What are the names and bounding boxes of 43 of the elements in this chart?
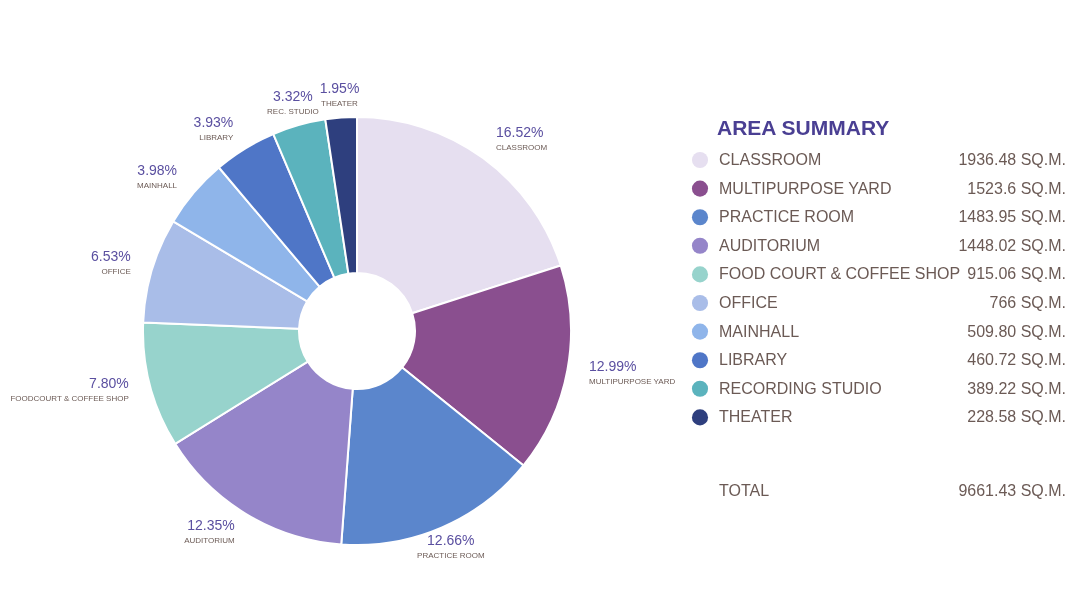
data-label: 1936.48 SQ.M. [958,151,1066,168]
text: LIBRARY [199,133,234,142]
data-label: 460.72 SQ.M. [967,351,1066,369]
text: THEATER [321,98,359,108]
data-label: 228.58 SQ.M. [967,408,1066,426]
data-label: 915.06 SQ.M. [967,265,1066,283]
text: 3.98% [137,162,178,179]
data-label: 509.80 SQ.M. [967,322,1066,340]
text: 12.35% [187,516,235,533]
data-label: 389.22 SQ.M. [967,379,1066,397]
data-label: 1448.02 SQ.M. [958,236,1066,254]
text: CLASSROOM [495,143,548,153]
text: 3.93% [193,114,234,130]
legend-label: OFFICE [719,294,778,311]
legend-label: AUDITORIUM [719,236,821,254]
text: 6.53% [91,247,131,264]
text: TOTAL [719,482,770,499]
text: 1.95% [319,79,360,96]
text: MULTIPURPOSE YARD [589,377,676,387]
data-label: 1483.95 SQ.M. [958,208,1066,226]
text: 12.66% [427,531,475,548]
legend-label: MULTIPURPOSE YARD [719,179,892,197]
text: 9661.43 SQ.M. [958,482,1066,499]
legend-label: FOOD COURT & COFFEE SHOP [719,265,961,283]
text: OFFICE [101,266,131,276]
text: 16.52% [495,124,544,141]
data-label: 766 SQ.M. [989,294,1066,311]
text: PRACTICE ROOM [417,550,485,560]
text: 7.80% [89,375,129,392]
text: MAINHALL [137,181,178,191]
text: 3.32% [273,87,313,104]
legend-label: LIBRARY [719,351,788,369]
data-label: 1523.6 SQ.M. [967,179,1066,197]
text: FOODCOURT & COFFEE SHOP [10,394,129,404]
text: REC. STUDIO [267,106,319,116]
text: 12.99% [589,358,637,375]
legend-label: THEATER [719,408,793,426]
legend-title: AREA SUMMARY [717,116,890,139]
legend-label: CLASSROOM [719,151,822,168]
legend-label: PRACTICE ROOM [719,208,855,226]
legend-label: RECORDING STUDIO [719,379,882,397]
legend-label: MAINHALL [719,322,800,340]
text: AUDITORIUM [184,535,236,545]
